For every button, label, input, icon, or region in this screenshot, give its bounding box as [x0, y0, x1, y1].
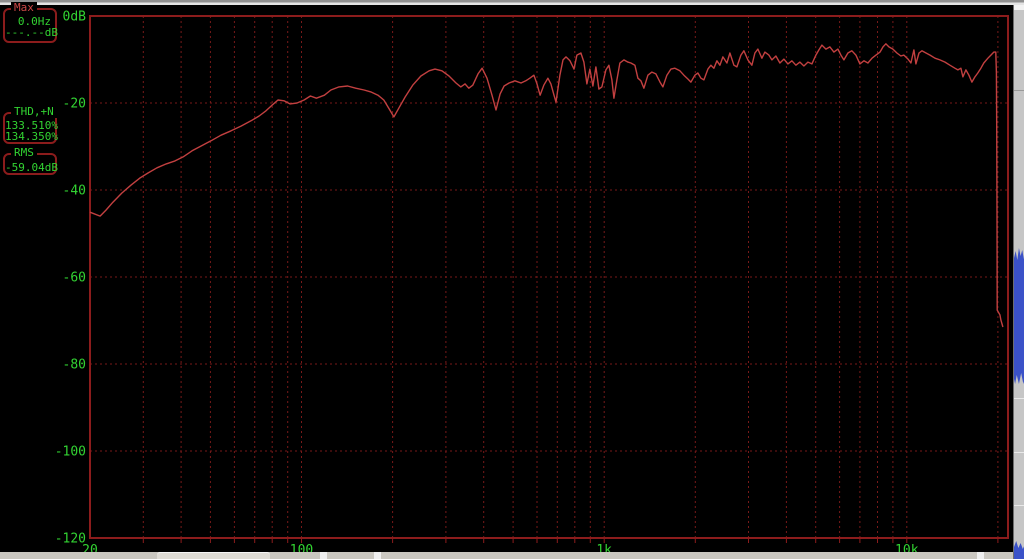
- rms-info-box: RMS -59.04dB: [3, 147, 58, 175]
- background-window-right-edge: [1013, 5, 1024, 559]
- background-window-titlebar-sliver: [1014, 5, 1024, 10]
- background-divider: [374, 552, 381, 559]
- max-freq-value: 0.0Hz: [17, 15, 51, 28]
- svg-text:-60: -60: [63, 271, 86, 286]
- gridlines: [90, 16, 1008, 538]
- waveform-blue-region: [1014, 248, 1024, 384]
- plot-border: [89, 15, 1009, 539]
- rms-label: RMS: [11, 147, 37, 159]
- thd-label: THD,+N: [11, 106, 57, 118]
- background-divider: [1014, 90, 1024, 91]
- background-divider: [1014, 398, 1024, 399]
- spectrum-curve: [89, 43, 1004, 328]
- max-info-box: Max 0.0Hz ---.--dB: [3, 2, 58, 43]
- svg-text:-40: -40: [63, 184, 86, 199]
- max-label: Max: [11, 2, 37, 14]
- max-level-value: ---.--dB: [5, 26, 58, 39]
- thd-value-2: 134.350%: [5, 130, 58, 143]
- rms-value: -59.04dB: [5, 161, 58, 174]
- y-tick-labels: 0dB -20 -40 -60 -80 -100 -120: [55, 10, 86, 547]
- thd-info-box: THD,+N 133.510% 134.350%: [3, 106, 58, 144]
- svg-text:-20: -20: [63, 97, 86, 112]
- x-tick-marks: [142, 538, 999, 543]
- svg-text:0dB: 0dB: [63, 10, 87, 25]
- window-top-edge: [0, 0, 1024, 5]
- background-button-top: [157, 552, 270, 559]
- thd-value-1: 133.510%: [5, 119, 58, 132]
- background-divider: [1014, 505, 1024, 506]
- svg-text:-80: -80: [63, 358, 86, 373]
- svg-text:-100: -100: [55, 445, 86, 460]
- background-divider: [320, 552, 327, 559]
- svg-text:-120: -120: [55, 532, 86, 547]
- background-divider: [1014, 452, 1024, 453]
- background-window-bottom-edge: [0, 552, 1013, 559]
- background-divider: [977, 552, 984, 559]
- waveform-blue-region: [1014, 541, 1024, 559]
- spectrum-analyzer-window: 0dB -20 -40 -60 -80 -100 -120 20 100 1k 10k: [0, 5, 1013, 558]
